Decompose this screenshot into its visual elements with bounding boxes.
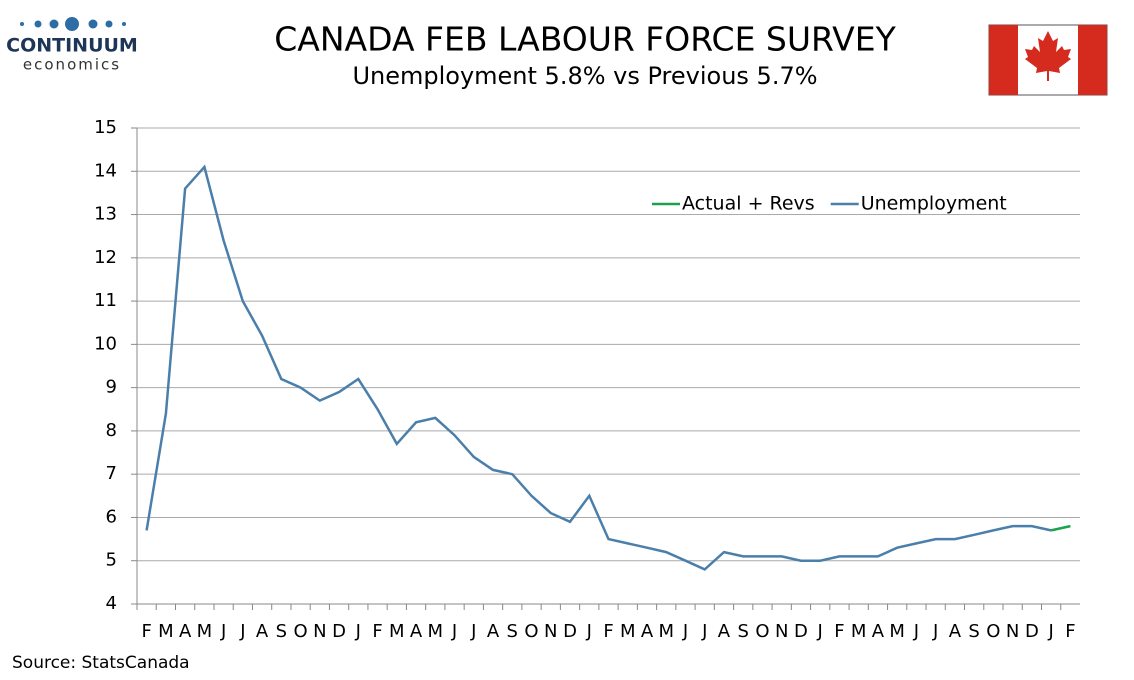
chart-subtitle: Unemployment 5.8% vs Previous 5.7% bbox=[352, 62, 817, 90]
x-tick-label: J bbox=[701, 621, 707, 642]
logo-sub: economics bbox=[23, 56, 121, 74]
x-tick-label: J bbox=[586, 621, 592, 642]
y-tick-label: 5 bbox=[106, 550, 117, 571]
chart-title: CANADA FEB LABOUR FORCE SURVEY bbox=[274, 20, 896, 59]
x-tick-label: M bbox=[428, 621, 444, 642]
x-tick-label: M bbox=[158, 621, 174, 642]
x-tick-label: A bbox=[179, 621, 192, 642]
y-tick-label: 10 bbox=[94, 333, 117, 354]
x-tick-label: F bbox=[141, 621, 151, 642]
x-tick-label: J bbox=[682, 621, 688, 642]
x-tick-label: N bbox=[775, 621, 788, 642]
y-tick-label: 11 bbox=[94, 290, 117, 311]
x-tick-label: S bbox=[737, 621, 748, 642]
x-tick-label: O bbox=[755, 621, 769, 642]
x-tick-label: F bbox=[372, 621, 382, 642]
x-tick-label: A bbox=[641, 621, 654, 642]
x-tick-label: S bbox=[276, 621, 287, 642]
series-line bbox=[1050, 524, 1071, 532]
y-tick-label: 9 bbox=[106, 377, 117, 398]
x-tick-label: M bbox=[851, 621, 867, 642]
x-tick-label: D bbox=[563, 621, 577, 642]
x-tick-label: S bbox=[968, 621, 979, 642]
x-tick-label: J bbox=[470, 621, 476, 642]
logo-dots bbox=[20, 17, 126, 31]
legend-label: Unemployment bbox=[861, 193, 1007, 215]
y-tick-label: 12 bbox=[94, 247, 117, 268]
source: Source: StatsCanada bbox=[12, 653, 190, 673]
x-tick-label: A bbox=[410, 621, 423, 642]
x-tick-label: J bbox=[913, 621, 919, 642]
x-tick-label: J bbox=[1047, 621, 1053, 642]
x-tick-label: J bbox=[451, 621, 457, 642]
x-tick-label: D bbox=[1025, 621, 1039, 642]
x-tick-label: J bbox=[932, 621, 938, 642]
series-line bbox=[145, 164, 1052, 571]
y-tick-label: 13 bbox=[94, 204, 117, 225]
x-tick-label: M bbox=[889, 621, 905, 642]
x-tick-label: M bbox=[197, 621, 213, 642]
x-tick-label: J bbox=[355, 621, 361, 642]
x-tick-label: D bbox=[332, 621, 346, 642]
y-tick-label: 14 bbox=[94, 160, 117, 181]
x-tick-label: F bbox=[834, 621, 844, 642]
x-tick-label: O bbox=[293, 621, 307, 642]
y-tick-label: 7 bbox=[106, 463, 117, 484]
x-tick-label: F bbox=[603, 621, 613, 642]
x-tick-label: A bbox=[487, 621, 500, 642]
x-tick-label: M bbox=[658, 621, 674, 642]
x-tick-label: M bbox=[620, 621, 636, 642]
y-tick-label: 15 bbox=[94, 117, 117, 138]
x-tick-label: M bbox=[389, 621, 405, 642]
x-tick-label: J bbox=[220, 621, 226, 642]
y-tick-label: 8 bbox=[106, 420, 117, 441]
y-tick-label: 6 bbox=[106, 506, 117, 527]
x-tick-label: N bbox=[544, 621, 557, 642]
x-tick-label: J bbox=[817, 621, 823, 642]
x-tick-label: F bbox=[1065, 621, 1075, 642]
x-tick-label: A bbox=[256, 621, 269, 642]
legend-label: Actual + Revs bbox=[682, 193, 815, 215]
x-tick-label: A bbox=[718, 621, 731, 642]
x-tick-label: O bbox=[986, 621, 1000, 642]
logo-name: CONTINUUM bbox=[6, 35, 138, 57]
flag bbox=[988, 24, 1108, 96]
x-tick-label: S bbox=[507, 621, 518, 642]
x-tick-label: J bbox=[239, 621, 245, 642]
x-tick-label: O bbox=[524, 621, 538, 642]
x-tick-label: D bbox=[794, 621, 808, 642]
y-tick-label: 4 bbox=[106, 593, 117, 614]
x-tick-label: N bbox=[1006, 621, 1019, 642]
x-tick-label: A bbox=[872, 621, 885, 642]
x-tick-label: A bbox=[949, 621, 962, 642]
x-tick-label: N bbox=[313, 621, 326, 642]
